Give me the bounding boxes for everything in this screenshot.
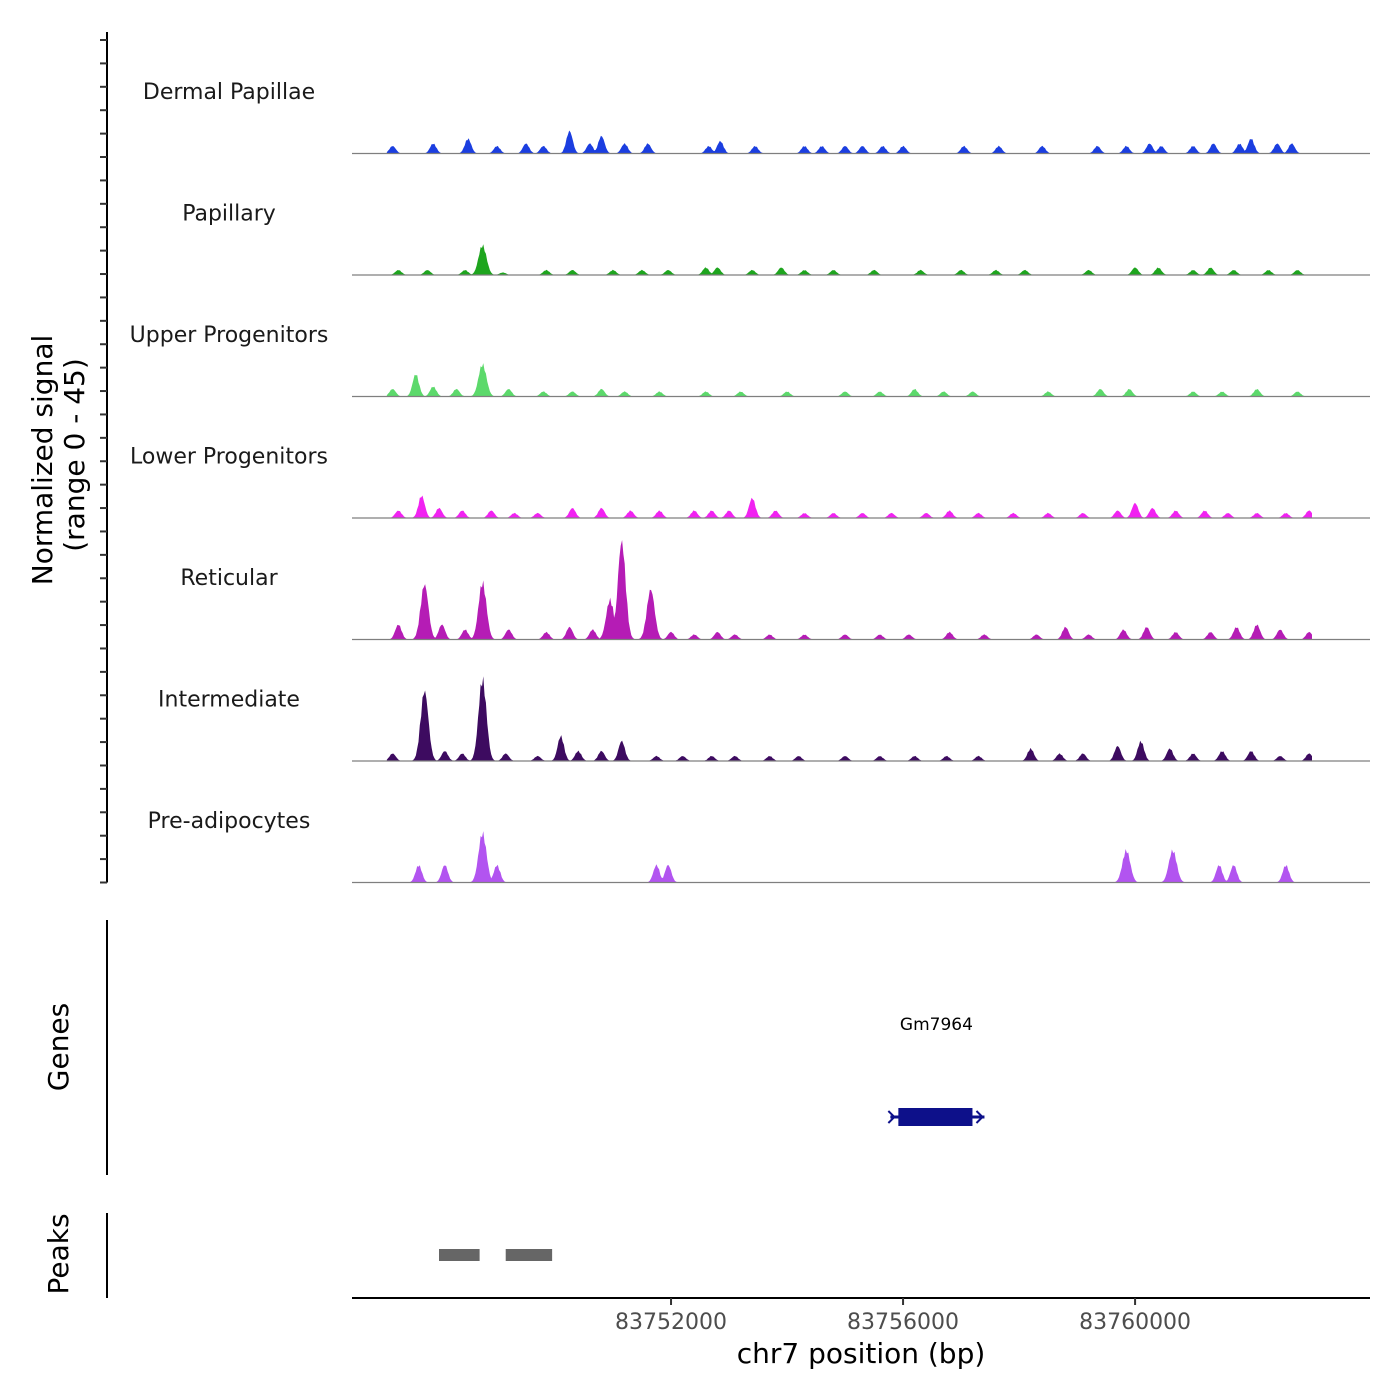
strand-arrow (975, 1110, 984, 1124)
gene-label: Gm7964 (900, 1015, 973, 1035)
track-label: Pre-adipocytes (148, 809, 311, 834)
track-label: Reticular (180, 566, 278, 591)
signal-area (386, 130, 1312, 154)
signal-area (386, 676, 1312, 761)
x-tick-label: 83752000 (615, 1310, 727, 1335)
x-tick-label: 83760000 (1079, 1310, 1191, 1335)
x-axis-ticks: 83752000 83756000 83760000 (615, 1298, 1191, 1335)
gene-gm7964: Gm7964 (887, 1015, 985, 1126)
track-label: Upper Progenitors (130, 323, 329, 348)
signal-area (386, 540, 1312, 640)
peaks-panel-label: Peaks (42, 1213, 75, 1294)
track-reticular: Reticular (180, 540, 1370, 641)
y-axis-title-line1: Normalized signal (26, 335, 59, 586)
gene-annotations: Gm7964 (887, 1015, 985, 1126)
strand-arrow (887, 1110, 896, 1124)
track-lower-progenitors: Lower Progenitors (130, 445, 1370, 519)
x-axis-title: chr7 position (bp) (737, 1337, 986, 1370)
track-label: Intermediate (158, 688, 300, 713)
signal-area (386, 244, 1312, 275)
signal-area (386, 363, 1312, 397)
genes-panel-label: Genes (42, 1003, 75, 1091)
track-pre-adipocytes: Pre-adipocytes (148, 809, 1370, 884)
track-intermediate: Intermediate (158, 676, 1370, 762)
signal-area (386, 831, 1312, 883)
track-upper-progenitors: Upper Progenitors (130, 323, 1370, 398)
track-label: Lower Progenitors (130, 445, 328, 470)
track-papillary: Papillary (182, 202, 1370, 276)
x-tick-label: 83756000 (847, 1310, 959, 1335)
track-label: Papillary (182, 202, 276, 227)
track-dermal-papillae: Dermal Papillae (143, 80, 1370, 155)
signal-tracks: Dermal Papillae Papillary Upper Progenitor… (130, 80, 1370, 884)
peak-region-bar (439, 1249, 480, 1261)
peak-regions (439, 1249, 553, 1261)
y-axis-title-line2: (range 0 - 45) (58, 358, 91, 552)
signal-area (386, 495, 1312, 518)
track-label: Dermal Papillae (143, 80, 315, 105)
gene-exon-block (898, 1108, 973, 1126)
signal-y-axis (100, 32, 108, 884)
peak-region-bar (505, 1249, 553, 1261)
